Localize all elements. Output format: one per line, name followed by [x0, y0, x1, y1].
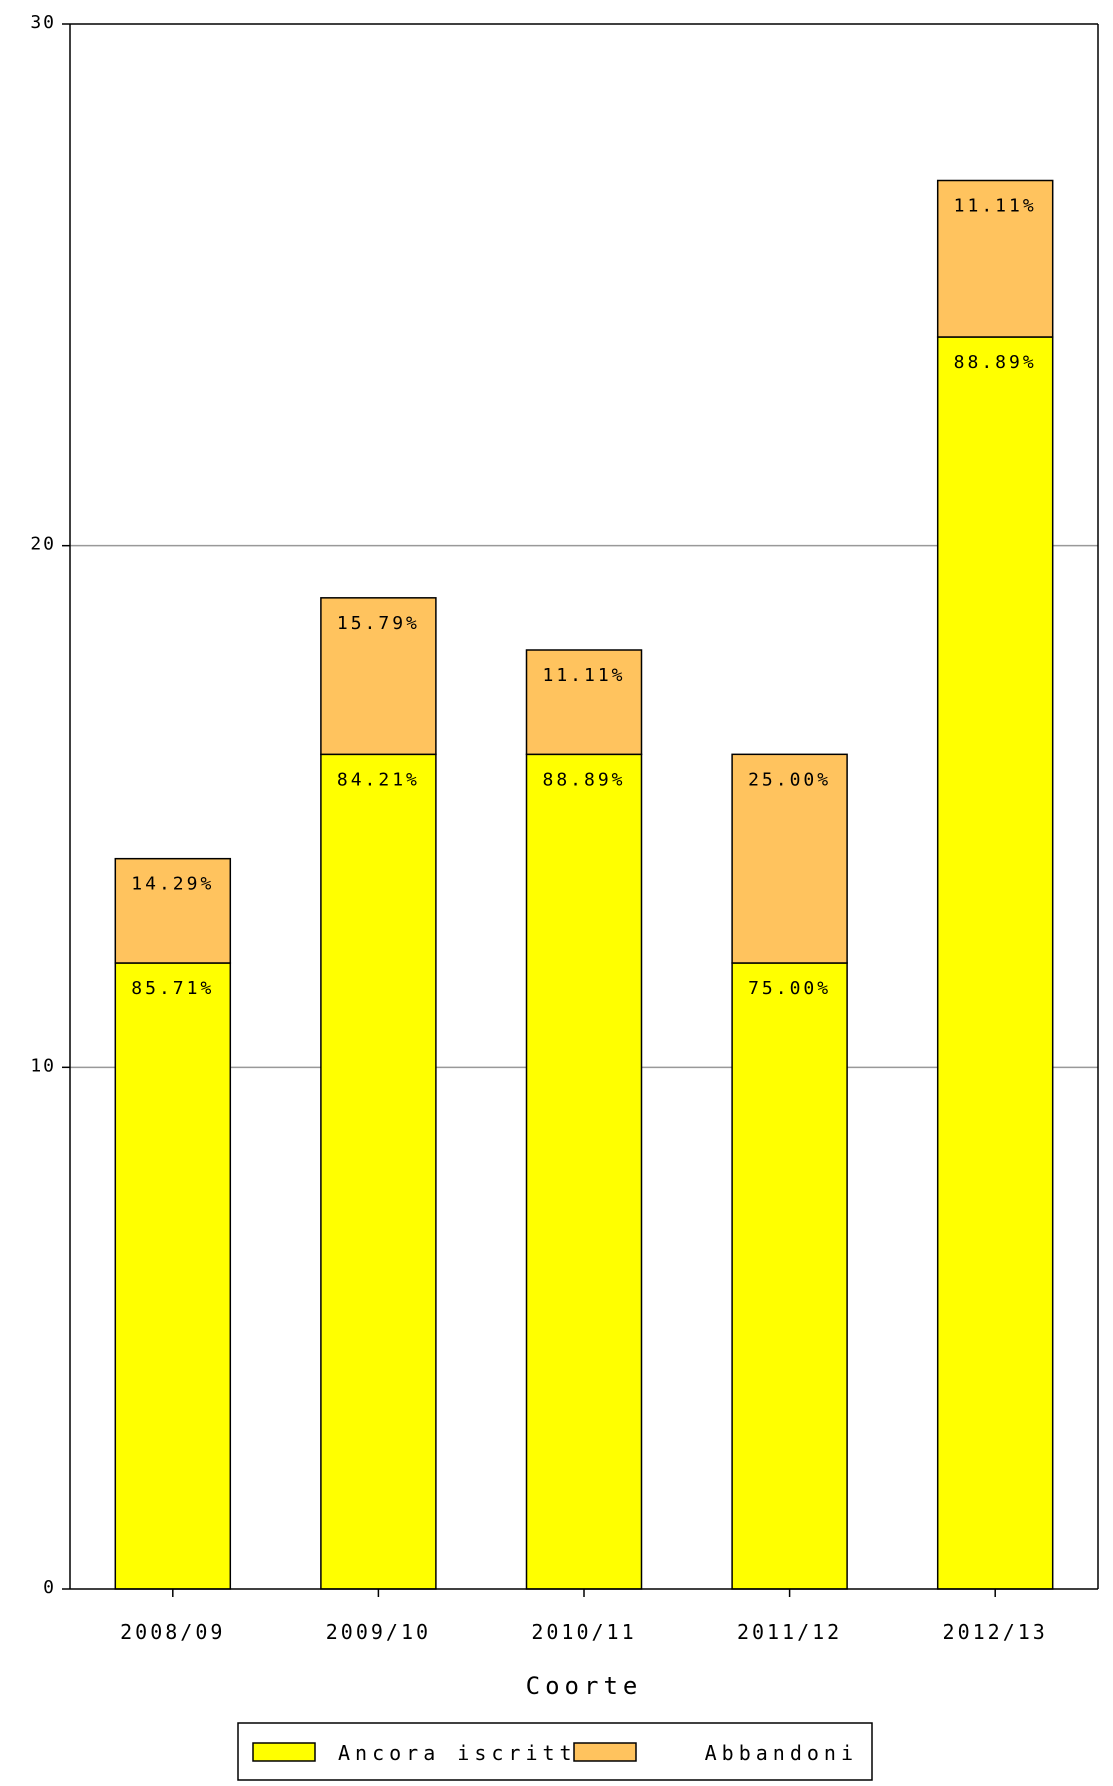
data-label-abbandoni-2008-09: 14.29% [131, 874, 214, 895]
data-label-ancora-iscritti-2012-13: 88.89% [954, 352, 1037, 373]
bar-abbandoni-2011-12 [731, 753, 848, 964]
bar-ancora-iscritti-2009-10 [320, 753, 437, 1590]
bars [114, 179, 1054, 1590]
bar-abbandoni-2010-11 [525, 649, 643, 756]
legend-label-ancora-iscritti: Ancora iscritti [338, 1741, 594, 1765]
bar-abbandoni-2008-09 [114, 857, 232, 964]
y-axis-ticks: 0 10 20 30 [30, 12, 70, 1598]
bar-abbandoni-2009-10 [320, 597, 437, 756]
data-label-ancora-iscritti-2010-11: 88.89% [542, 769, 625, 790]
data-label-abbandoni-2009-10: 15.79% [337, 613, 420, 634]
x-axis-tick-labels: 2008/09 2009/10 2010/11 2011/12 2012/13 [120, 1589, 1048, 1644]
legend-swatch-abbandoni [573, 1742, 637, 1762]
y-tick-label-10: 10 [30, 1055, 56, 1076]
bar-ancora-iscritti-2011-12 [731, 962, 848, 1590]
legend-label-abbandoni: Abbandoni [705, 1741, 858, 1765]
data-label-ancora-iscritti-2008-09: 85.71% [131, 978, 214, 999]
bar-ancora-iscritti-2012-13 [936, 336, 1054, 1590]
y-tick-label-20: 20 [30, 534, 56, 555]
x-axis-title: Coorte [526, 1672, 643, 1700]
x-tick-label-2010-11: 2010/11 [531, 1620, 636, 1644]
data-label-abbandoni-2012-13: 11.11% [954, 196, 1037, 217]
bar-ancora-iscritti-2008-09 [114, 962, 232, 1590]
legend-swatch-ancora-iscritti [252, 1742, 316, 1762]
percentage-labels: 85.71% 14.29% 84.21% 15.79% 88.89% 11.11% 75.0… [131, 196, 1037, 1000]
data-label-ancora-iscritti-2011-12: 75.00% [748, 978, 831, 999]
x-tick-label-2011-12: 2011/12 [737, 1620, 842, 1644]
x-tick-label-2009-10: 2009/10 [326, 1620, 431, 1644]
legend-box [237, 1722, 873, 1781]
data-label-abbandoni-2011-12: 25.00% [748, 769, 831, 790]
legend: Ancora iscritti Abbandoni [237, 1722, 873, 1781]
y-tick-label-0: 0 [43, 1577, 56, 1598]
y-tick-label-30: 30 [30, 12, 56, 33]
data-label-abbandoni-2010-11: 11.11% [542, 665, 625, 686]
bar-abbandoni-2012-13 [936, 179, 1054, 338]
x-tick-label-2012-13: 2012/13 [943, 1620, 1048, 1644]
data-label-ancora-iscritti-2009-10: 84.21% [337, 769, 420, 790]
bar-ancora-iscritti-2010-11 [525, 753, 643, 1590]
x-tick-label-2008-09: 2008/09 [120, 1620, 225, 1644]
